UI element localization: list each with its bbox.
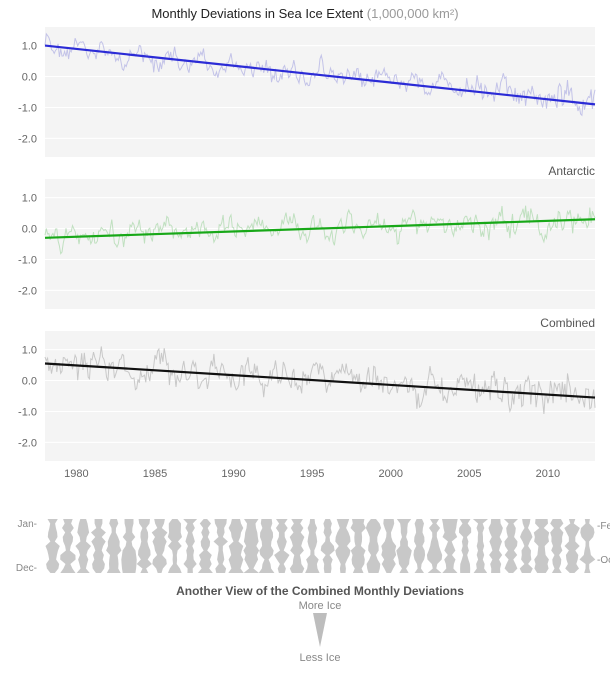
violin-year: [46, 519, 60, 573]
x-tick: 2010: [536, 468, 560, 480]
svg-text:1.0: 1.0: [22, 345, 37, 357]
violin-year: [121, 519, 136, 573]
violin-year: [137, 519, 152, 573]
x-tick: 2000: [378, 468, 402, 480]
month-label-bot: Dec-: [16, 563, 37, 574]
violin-year: [534, 519, 549, 573]
violin-year: [427, 519, 442, 573]
svg-text:1.0: 1.0: [22, 193, 37, 205]
chart-title: Monthly Deviations in Sea Ice Extent (1,…: [0, 0, 610, 23]
x-tick: 1995: [300, 468, 324, 480]
panel-bg-arctic: [45, 27, 595, 157]
violin-year: [381, 519, 396, 573]
violin-year: [152, 519, 168, 573]
violin-year: [305, 519, 320, 573]
svg-text:-2.0: -2.0: [18, 285, 37, 297]
violin-year: [75, 519, 91, 573]
panel-label-combined: Combined: [540, 316, 595, 330]
lower-subtitle: Another View of the Combined Monthly Dev…: [176, 584, 464, 598]
violin-year: [414, 519, 426, 573]
violin-year: [214, 519, 228, 573]
x-tick: 1985: [143, 468, 167, 480]
violin-year: [396, 519, 412, 573]
violin-year: [459, 519, 471, 573]
x-tick: 1980: [64, 468, 88, 480]
violin-year: [550, 519, 563, 573]
violin-year: [168, 519, 182, 573]
violin-year: [106, 519, 121, 573]
svg-text:1.0: 1.0: [22, 41, 37, 53]
violin-year: [564, 519, 580, 573]
violin-year: [91, 519, 106, 573]
svg-text:-2.0: -2.0: [18, 437, 37, 449]
svg-text:0.0: 0.0: [22, 376, 37, 388]
title-main: Monthly Deviations in Sea Ice Extent: [151, 6, 366, 21]
svg-text:-1.0: -1.0: [18, 406, 37, 418]
svg-text:0.0: 0.0: [22, 224, 37, 236]
svg-text:0.0: 0.0: [22, 72, 37, 84]
violin-year: [274, 519, 289, 573]
month-label-top: Jan-: [18, 519, 37, 530]
violin-year: [228, 519, 243, 573]
less-ice-label: Less Ice: [300, 652, 341, 664]
violin-year: [442, 519, 458, 573]
panel-bg-antarctic: [45, 179, 595, 309]
svg-text:-2.0: -2.0: [18, 133, 37, 145]
month-label-right-top: -Feb: [597, 521, 610, 532]
violin-year: [198, 519, 213, 573]
month-label-right-bot: -Oct: [597, 555, 610, 566]
chart-svg: -2.0 -1.0 0.0 1.0 Arctic -2.0 -1.0 0.0 1.0 Antarc…: [0, 23, 610, 673]
violin-year: [335, 519, 350, 573]
svg-text:-1.0: -1.0: [18, 102, 37, 114]
panel-label-antarctic: Antarctic: [548, 164, 595, 178]
violin-year: [473, 519, 488, 573]
title-units: (1,000,000 km²): [367, 6, 459, 21]
svg-text:-1.0: -1.0: [18, 254, 37, 266]
violin-year: [489, 519, 503, 573]
violin-year: [580, 519, 596, 573]
violin-year: [183, 519, 197, 573]
violin-year: [60, 519, 75, 573]
x-tick: 2005: [457, 468, 481, 480]
violin-year: [290, 519, 305, 573]
triangle-legend-icon: [313, 613, 327, 647]
more-ice-label: More Ice: [299, 600, 342, 612]
violin-year: [259, 519, 275, 573]
violin-year: [366, 519, 381, 573]
violin-year: [243, 519, 259, 573]
x-tick: 1990: [221, 468, 245, 480]
panel-label-arctic: Arctic: [565, 23, 595, 26]
violin-year: [351, 519, 366, 573]
violin-year: [504, 519, 518, 573]
violin-year: [520, 519, 533, 573]
violin-year: [321, 519, 335, 573]
